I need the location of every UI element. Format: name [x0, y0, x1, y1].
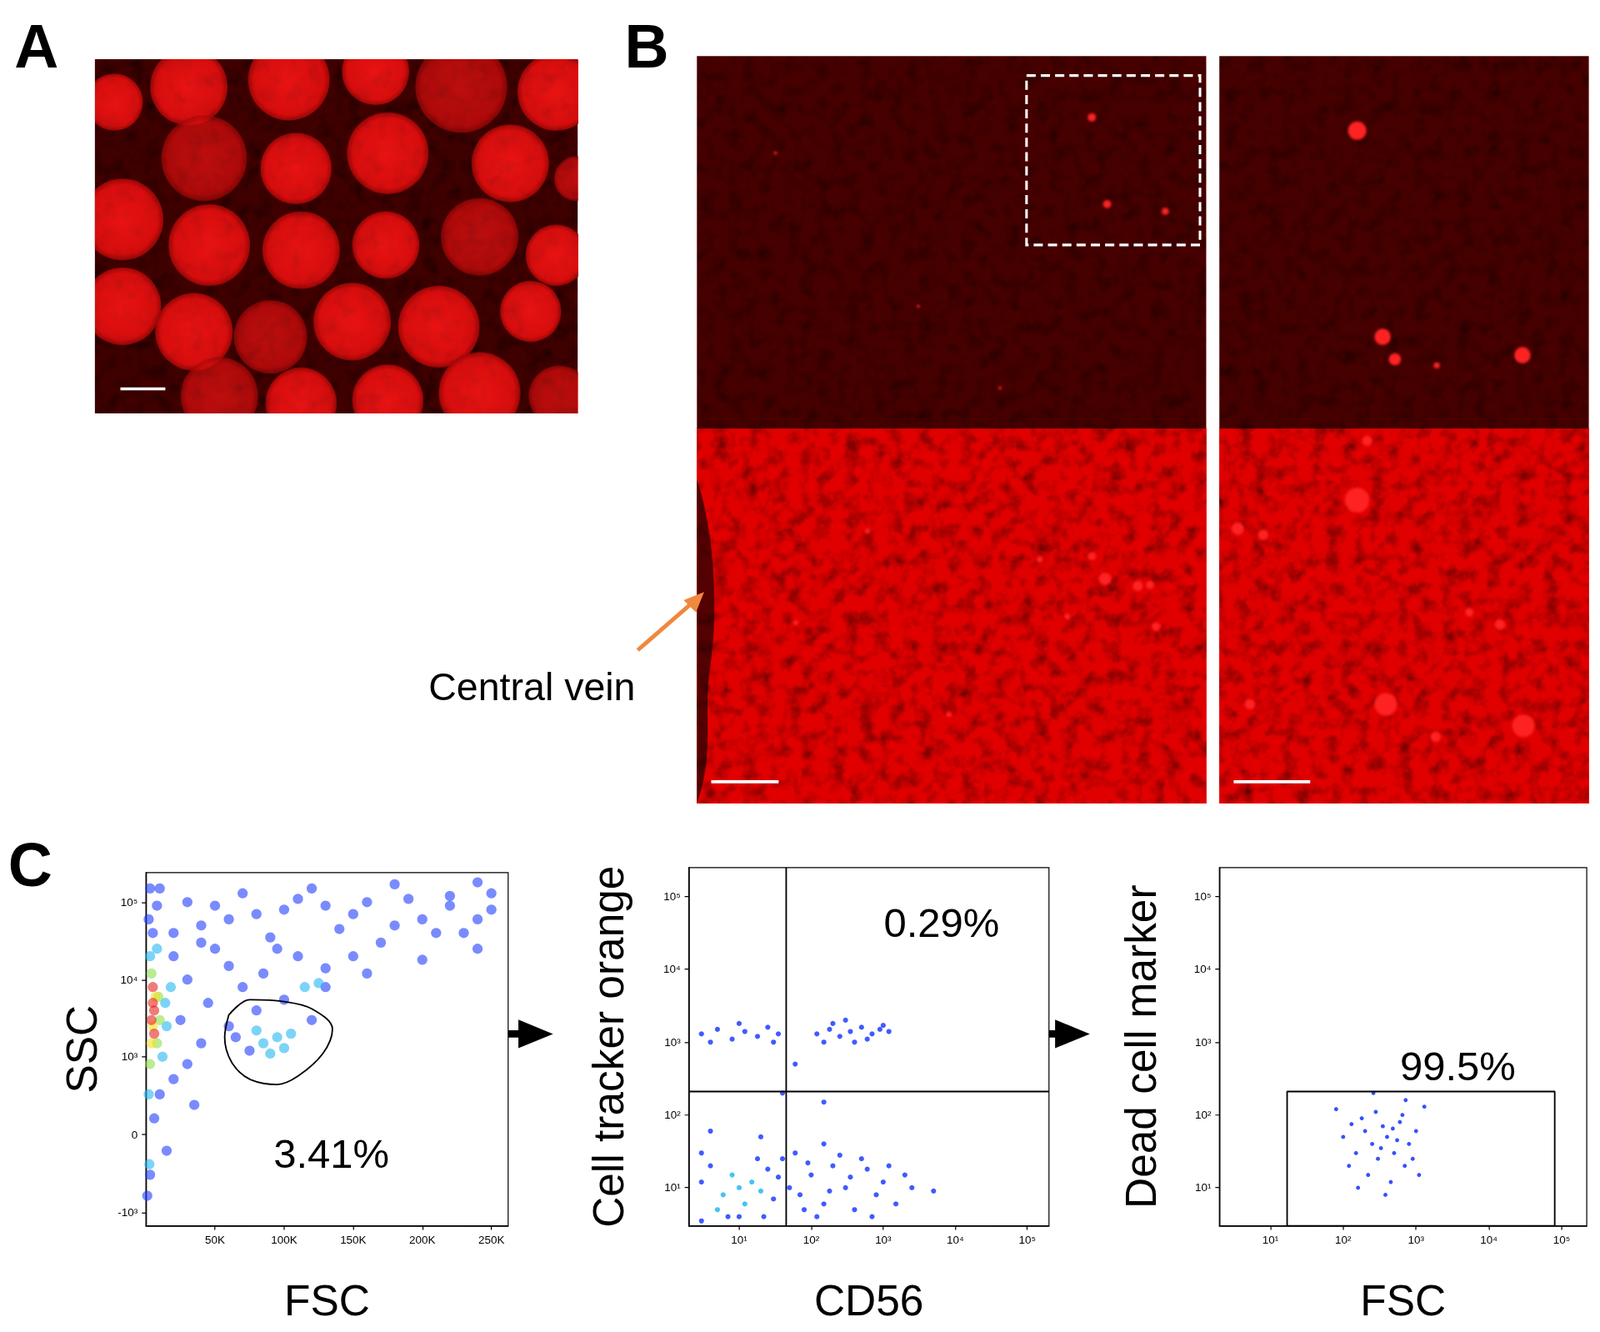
svg-text:10¹: 10¹ — [664, 1180, 681, 1194]
html-text:99.5%: 99.5% — [1400, 1042, 1516, 1088]
svg-text:200K: 200K — [409, 1233, 435, 1246]
svg-text:10³: 10³ — [1408, 1233, 1425, 1246]
svg-text:-10³: -10³ — [117, 1205, 138, 1219]
svg-text:FSC: FSC — [284, 1275, 370, 1325]
svg-text:150K: 150K — [340, 1233, 366, 1246]
svg-text:10⁵: 10⁵ — [1553, 1233, 1571, 1246]
svg-text:10⁴: 10⁴ — [120, 973, 139, 986]
svg-text:10¹: 10¹ — [730, 1233, 748, 1246]
svg-text:10⁵: 10⁵ — [1018, 1233, 1036, 1246]
svg-text:10¹: 10¹ — [1262, 1233, 1280, 1246]
svg-text:250K: 250K — [478, 1233, 505, 1246]
svg-text:10⁵: 10⁵ — [120, 895, 139, 909]
svg-text:10⁵: 10⁵ — [1194, 890, 1212, 903]
svg-text:Dead cell marker: Dead cell marker — [1116, 884, 1165, 1209]
svg-text:FSC: FSC — [1360, 1275, 1446, 1325]
svg-text:10¹: 10¹ — [1195, 1180, 1212, 1194]
svg-text:10⁵: 10⁵ — [663, 890, 681, 903]
svg-text:10⁴: 10⁴ — [663, 962, 681, 975]
svg-text:50K: 50K — [205, 1233, 225, 1246]
svg-text:10³: 10³ — [121, 1050, 139, 1063]
svg-text:10³: 10³ — [1195, 1035, 1212, 1049]
svg-text:10²: 10² — [1195, 1108, 1212, 1121]
svg-text:100K: 100K — [270, 1233, 297, 1246]
svg-text:CD56: CD56 — [814, 1275, 924, 1325]
svg-text:B: B — [624, 11, 669, 81]
svg-text:10²: 10² — [803, 1233, 820, 1246]
svg-text:10⁴: 10⁴ — [1480, 1233, 1498, 1246]
svg-text:Cell tracker orange: Cell tracker orange — [584, 865, 633, 1228]
svg-text:SSC: SSC — [57, 1005, 106, 1094]
html-text:3.41%: 3.41% — [273, 1130, 390, 1176]
svg-text:0: 0 — [131, 1128, 138, 1141]
svg-text:10²: 10² — [664, 1108, 681, 1121]
svg-text:10²: 10² — [1335, 1233, 1352, 1246]
svg-text:C: C — [8, 830, 53, 900]
svg-text:Central vein: Central vein — [428, 665, 635, 709]
svg-text:10⁴: 10⁴ — [1194, 962, 1212, 975]
html-text:0.29%: 0.29% — [883, 900, 1000, 945]
svg-text:10³: 10³ — [664, 1035, 681, 1049]
svg-text:A: A — [14, 11, 59, 81]
svg-text:10⁴: 10⁴ — [946, 1233, 965, 1246]
svg-text:10³: 10³ — [875, 1233, 892, 1246]
